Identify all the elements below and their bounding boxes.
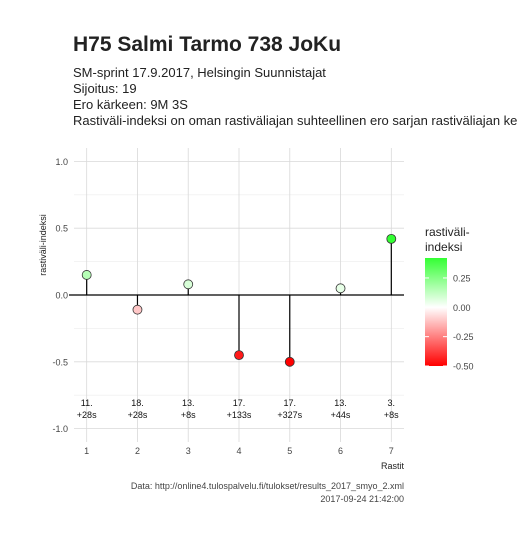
x-tick-label: 6 [338, 446, 343, 456]
y-tick-label: -1.0 [52, 424, 68, 434]
legend-tick-label: -0.25 [453, 332, 474, 342]
x-tick-label: 2 [135, 446, 140, 456]
legend-tick-label: 0.25 [453, 273, 471, 283]
subtitle-event: SM-sprint 17.9.2017, Helsingin Suunnista… [73, 65, 326, 80]
y-tick-label: 0.0 [55, 291, 68, 301]
y-tick-label: 1.0 [55, 157, 68, 167]
x-tick-label: 5 [287, 446, 292, 456]
time-diff-label: +44s [331, 410, 351, 420]
data-point [234, 350, 244, 361]
x-tick-label: 7 [389, 446, 394, 456]
caption-timestamp: 2017-09-24 21:42:00 [320, 494, 404, 504]
data-point [183, 279, 194, 290]
rank-label: 18. [131, 398, 144, 408]
time-diff-label: +8s [181, 410, 196, 420]
data-point [132, 304, 143, 315]
legend-colorbar [425, 258, 447, 366]
subtitle-gap: Ero kärkeen: 9M 3S [73, 97, 188, 112]
legend-tick-label: 0.00 [453, 303, 471, 313]
time-diff-label: +28s [77, 410, 97, 420]
chart-title: H75 Salmi Tarmo 738 JoKu [73, 33, 342, 56]
data-point [386, 233, 397, 244]
legend-tick-label: -0.50 [453, 362, 474, 372]
y-axis-title: rastiväli-indeksi [38, 214, 48, 276]
y-tick-label: 0.5 [55, 224, 68, 234]
x-tick-label: 1 [84, 446, 89, 456]
x-tick-label: 3 [186, 446, 191, 456]
subtitle-description: Rastiväli-indeksi on oman rastiväliajan … [73, 113, 517, 128]
y-tick-label: -0.5 [52, 357, 68, 367]
rank-label: 17. [233, 398, 246, 408]
x-axis-title: Rastit [381, 461, 405, 471]
rank-label: 13. [334, 398, 347, 408]
legend-title-line2: indeksi [425, 240, 462, 254]
data-point [335, 283, 346, 294]
legend-title-line1: rastiväli- [425, 225, 470, 239]
time-diff-label: +8s [384, 410, 399, 420]
data-point [284, 356, 295, 367]
rank-label: 13. [182, 398, 195, 408]
time-diff-label: +327s [277, 410, 302, 420]
data-point [81, 270, 92, 280]
rank-label: 3. [388, 398, 396, 408]
x-tick-label: 4 [236, 446, 241, 456]
subtitle-rank: Sijoitus: 19 [73, 81, 137, 96]
caption-source: Data: http://online4.tulospalvelu.fi/tul… [130, 481, 404, 491]
time-diff-label: +28s [128, 410, 148, 420]
rank-label: 17. [284, 398, 297, 408]
time-diff-label: +133s [227, 410, 252, 420]
rank-label: 11. [81, 398, 93, 408]
